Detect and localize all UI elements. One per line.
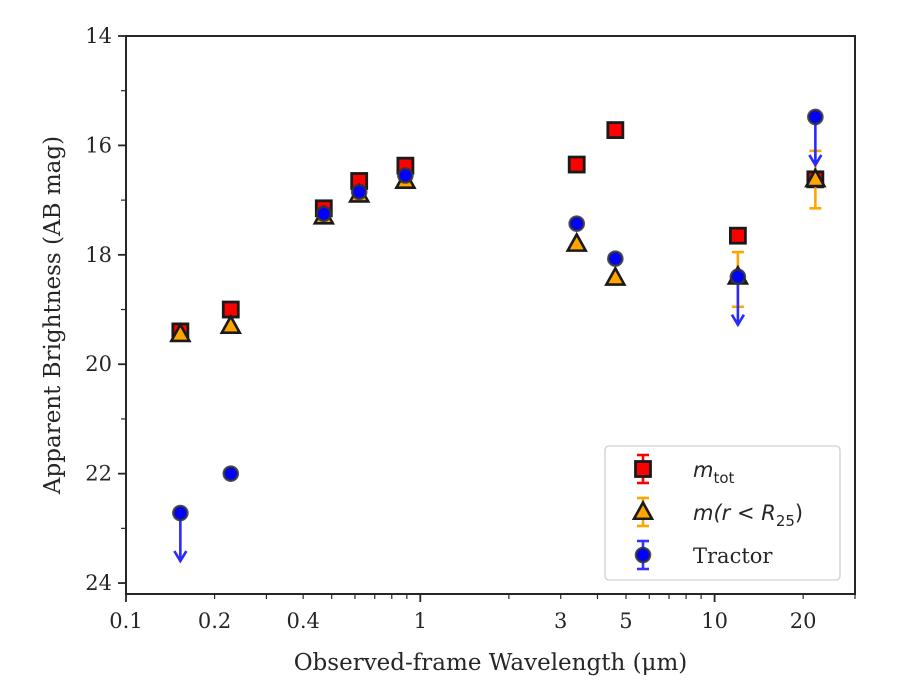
circle-marker [607,250,624,267]
triangle-marker [565,231,588,252]
circle-marker [729,268,747,286]
triangle-marker [169,322,192,343]
plot-marks [169,108,827,564]
data-point [568,215,586,232]
x-tick-label: 10 [701,609,728,633]
data-point [807,108,824,168]
legend-entry: Tractor [634,539,773,571]
series-2 [172,108,824,564]
data-point [350,183,368,201]
upper-limit-arrowhead [173,550,188,564]
x-tick-label: 5 [619,609,632,633]
data-point [729,268,747,328]
triangle-marker [631,499,655,521]
triangle-marker [219,313,242,334]
upper-limit-arrowhead [808,154,823,168]
x-axis: 0.1 0.2 0.4 1 3 5 10 20 [109,594,856,633]
circle-marker [222,465,240,482]
upper-limit-arrowhead [730,314,746,328]
y-tick-label: 24 [85,571,112,595]
legend-box [604,445,841,581]
y-tick-label: 22 [85,462,112,486]
data-point [607,250,624,267]
triangle-marker [604,265,627,286]
data-point [222,465,240,482]
y-tick-label: 16 [85,133,112,157]
y-axis: 14 16 18 20 22 24 [85,24,126,595]
circle-marker [350,183,368,201]
data-point [565,231,588,252]
x-tick-label: 3 [554,609,567,633]
x-tick-label: 0.1 [109,609,142,633]
x-tick-label: 20 [790,609,817,633]
x-tick-label: 1 [414,609,427,633]
y-tick-label: 14 [85,24,112,48]
data-point [728,226,747,245]
data-point [219,313,242,334]
legend-label: mtot [693,458,735,487]
legend-label: Tractor [693,544,773,568]
square-marker [606,121,625,139]
legend-entry: mtot [634,453,735,487]
y-tick-label: 18 [85,243,112,267]
circle-marker [315,205,333,223]
x-tick-label: 0.2 [198,609,231,633]
circle-marker [397,167,414,184]
series-0 [171,121,825,341]
square-marker [728,226,747,245]
square-marker [634,460,652,478]
y-axis-label: Apparent Brightness (AB mag) [40,136,66,495]
circle-marker [634,546,652,564]
square-marker [567,155,586,174]
legend-label: m(r < R25) [693,501,803,530]
data-point [397,167,414,184]
data-point [604,265,627,286]
data-point [172,504,189,564]
x-tick-label: 0.4 [286,609,319,633]
circle-marker [568,215,586,232]
plot-frame [125,35,856,595]
y-tick-label: 20 [85,352,112,376]
data-point [315,205,333,223]
series-1 [169,149,827,343]
data-point [567,155,586,174]
data-point [169,322,192,343]
triangle-marker [804,167,827,188]
x-axis-label: Observed-frame Wavelength (μm) [294,650,688,676]
circle-marker [172,504,189,522]
circle-marker [807,108,824,126]
legend-entry: m(r < R25) [631,496,803,530]
data-point [606,121,625,139]
legend: mtot m(r < R25) Tractor [604,445,841,581]
